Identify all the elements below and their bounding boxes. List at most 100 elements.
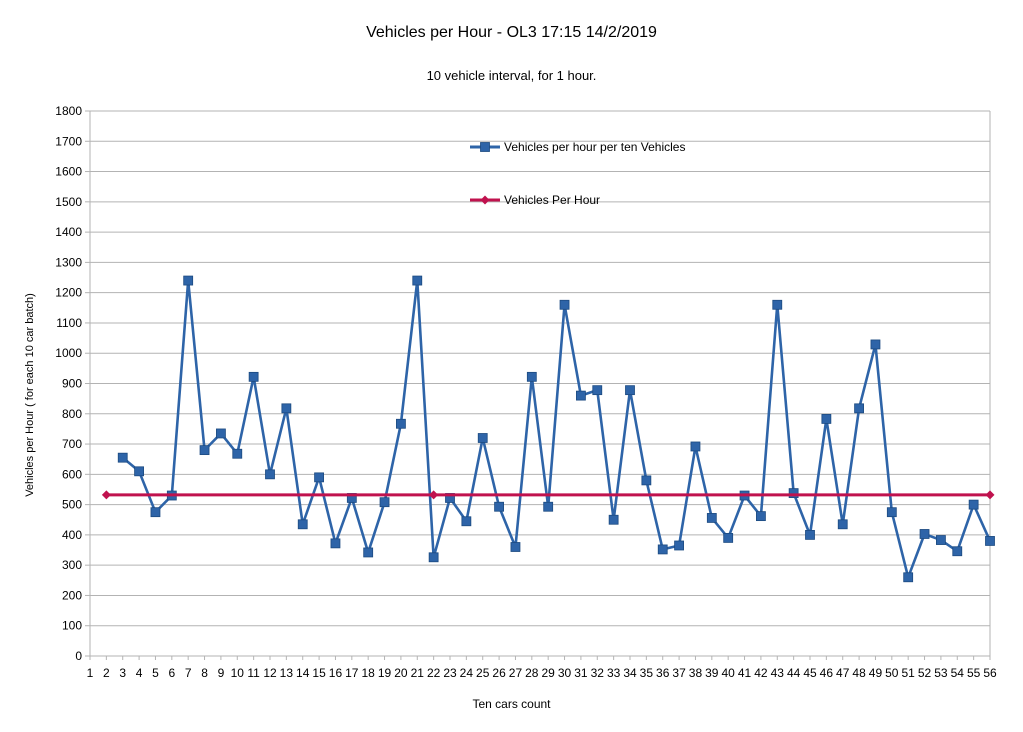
data-point-square (723, 533, 734, 543)
x-tick-label: 8 (201, 666, 208, 680)
data-point-square (379, 497, 390, 508)
x-tick-label: 13 (280, 666, 294, 680)
data-point-square (477, 433, 488, 443)
y-tick-label: 1300 (55, 255, 82, 269)
x-tick-label: 22 (427, 666, 441, 680)
x-tick-label: 16 (329, 666, 343, 680)
x-tick-label: 31 (574, 666, 588, 680)
x-tick-label: 1 (87, 666, 94, 680)
data-point-square (952, 546, 963, 557)
x-tick-label: 6 (168, 666, 175, 680)
x-tick-label: 51 (902, 666, 916, 680)
data-point-square (592, 385, 603, 396)
x-tick-label: 2 (103, 666, 110, 680)
data-point-square (428, 552, 439, 563)
data-point-square (314, 472, 324, 483)
x-tick-label: 41 (738, 666, 752, 680)
x-tick-label: 7 (185, 666, 192, 680)
data-point-square (641, 475, 652, 486)
data-point-square (821, 414, 832, 424)
y-tick-label: 600 (62, 467, 82, 481)
x-tick-label: 25 (476, 666, 490, 680)
data-point-square (526, 371, 537, 382)
data-point-square (510, 542, 521, 552)
x-tick-label: 15 (312, 666, 326, 680)
x-tick-label: 20 (394, 666, 408, 680)
x-tick-label: 32 (591, 666, 605, 680)
y-tick-label: 200 (62, 588, 82, 602)
y-tick-label: 100 (62, 619, 82, 633)
y-tick-label: 400 (62, 528, 82, 542)
data-point-square (480, 142, 490, 152)
x-tick-label: 44 (787, 666, 801, 680)
y-tick-label: 1000 (55, 346, 82, 360)
data-point-square (625, 385, 635, 396)
y-tick-label: 1100 (56, 316, 82, 330)
x-tick-label: 17 (345, 666, 359, 680)
data-point-square (657, 544, 668, 555)
data-point-diamond (985, 490, 995, 500)
legend-entry-1: Vehicles Per Hour (470, 193, 600, 207)
data-point-square (706, 513, 717, 523)
x-tick-label: 12 (263, 666, 277, 680)
y-tick-label: 0 (75, 649, 82, 663)
x-tick-label: 45 (803, 666, 817, 680)
data-point-square (936, 535, 946, 545)
y-tick-label: 1600 (55, 165, 82, 179)
x-tick-label: 53 (934, 666, 948, 680)
x-tick-label: 49 (869, 666, 883, 680)
data-point-square (248, 371, 259, 382)
x-tick-label: 14 (296, 666, 310, 680)
series-line (121, 279, 992, 579)
x-tick-label: 47 (836, 666, 850, 680)
data-point-square (772, 299, 783, 310)
data-point-square (543, 501, 554, 512)
data-point-square (690, 441, 701, 452)
x-tick-label: 11 (247, 666, 260, 680)
data-point-square (756, 511, 766, 522)
data-point-square (837, 519, 848, 530)
x-axis-label: Ten cars count (472, 697, 551, 711)
x-tick-label: 30 (558, 666, 572, 680)
x-tick-label: 54 (951, 666, 965, 680)
data-point-square (985, 536, 995, 546)
x-tick-label: 35 (640, 666, 654, 680)
x-tick-label: 29 (542, 666, 556, 680)
y-tick-label: 300 (62, 558, 82, 572)
x-tick-label: 18 (362, 666, 376, 680)
data-point-square (297, 519, 308, 530)
chart-subtitle: 10 vehicle interval, for 1 hour. (426, 68, 597, 83)
data-point-square (968, 499, 979, 510)
data-point-square (363, 547, 374, 558)
data-point-square (412, 275, 423, 286)
x-tick-label: 40 (722, 666, 736, 680)
x-tick-label: 4 (136, 666, 143, 680)
x-tick-label: 33 (607, 666, 621, 680)
data-point-square (854, 403, 864, 414)
y-tick-label: 1800 (55, 104, 82, 118)
data-point-square (150, 507, 161, 518)
x-tick-label: 3 (119, 666, 126, 680)
data-point-square (281, 403, 292, 414)
data-point-square (461, 516, 472, 527)
chart-title: Vehicles per Hour - OL3 17:15 14/2/2019 (366, 24, 657, 41)
series-0 (117, 275, 995, 583)
y-tick-label: 700 (62, 437, 82, 451)
series-1 (101, 490, 995, 500)
x-tick-label: 23 (443, 666, 457, 680)
x-tick-label: 56 (983, 666, 997, 680)
legend-entry-0: Vehicles per hour per ten Vehicles (470, 140, 685, 154)
x-tick-label: 55 (967, 666, 981, 680)
x-tick-label: 37 (672, 666, 686, 680)
x-tick-label: 43 (771, 666, 785, 680)
data-point-square (183, 275, 194, 286)
data-point-square (788, 488, 799, 499)
data-point-square (216, 428, 226, 439)
x-tick-label: 52 (918, 666, 932, 680)
legend-label: Vehicles Per Hour (504, 193, 600, 207)
x-tick-label: 48 (852, 666, 866, 680)
data-point-diamond (480, 195, 490, 205)
x-tick-label: 5 (152, 666, 159, 680)
x-tick-label: 24 (460, 666, 474, 680)
x-tick-label: 26 (492, 666, 506, 680)
